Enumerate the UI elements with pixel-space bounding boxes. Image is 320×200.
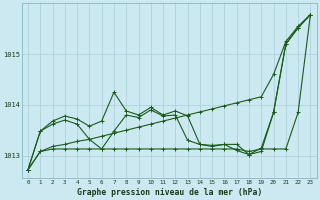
X-axis label: Graphe pression niveau de la mer (hPa): Graphe pression niveau de la mer (hPa) (76, 188, 262, 197)
